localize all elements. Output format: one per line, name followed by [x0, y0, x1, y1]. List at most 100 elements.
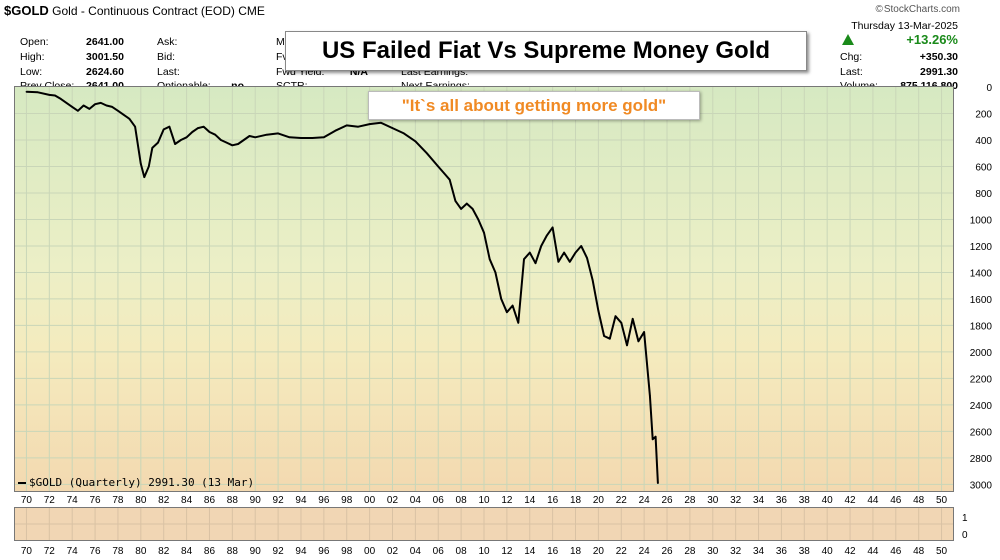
- price-data-point: [277, 132, 279, 135]
- sub-x-tick-label: 92: [273, 546, 285, 557]
- x-tick-label: 98: [341, 495, 353, 506]
- price-data-point: [551, 226, 554, 229]
- price-data-point: [448, 178, 451, 181]
- price-data-point: [37, 91, 39, 94]
- y-tick-label: 0: [986, 83, 992, 94]
- price-data-point: [529, 251, 531, 254]
- sub-x-tick-label: 98: [341, 546, 353, 557]
- price-data-point: [88, 108, 91, 110]
- x-tick-label: 70: [21, 495, 33, 506]
- x-tick-label: 00: [364, 495, 376, 506]
- x-tick-label: 94: [295, 495, 307, 506]
- price-data-point: [185, 136, 188, 139]
- quote-label: Last:: [840, 66, 863, 78]
- price-data-point: [654, 435, 657, 438]
- x-tick-label: 12: [501, 495, 513, 506]
- x-tick-label: 22: [616, 495, 628, 506]
- quote-label: Low:: [20, 66, 43, 78]
- chart-quote-annotation[interactable]: "It`s all about getting more gold": [368, 91, 700, 120]
- y-tick-label: 200: [975, 109, 992, 120]
- sub-x-tick-label: 34: [753, 546, 765, 557]
- x-tick-label: 04: [410, 495, 422, 506]
- price-data-point: [426, 152, 428, 154]
- symbol: $GOLD: [4, 3, 49, 18]
- sub-x-tick-label: 74: [67, 546, 79, 557]
- price-data-point: [148, 165, 150, 168]
- price-data-point: [71, 106, 73, 108]
- price-data-point: [117, 110, 119, 112]
- sub-x-tick-label: 78: [112, 546, 124, 557]
- price-data-point: [466, 202, 468, 205]
- x-tick-label: 46: [890, 495, 902, 506]
- price-data-point: [208, 131, 211, 133]
- price-data-point: [414, 140, 417, 143]
- x-tick-label: 48: [913, 495, 925, 506]
- quote-value: +350.30: [919, 51, 958, 63]
- price-data-point: [403, 132, 405, 135]
- quote-date: Thursday 13-Mar-2025: [851, 20, 958, 32]
- sub-x-tick-label: 02: [387, 546, 399, 557]
- price-data-point: [334, 129, 337, 132]
- price-data-point: [557, 261, 560, 263]
- chart-header: $GOLD Gold - Continuous Contract (EOD) C…: [0, 0, 1000, 95]
- sub-x-tick-label: 94: [295, 546, 307, 557]
- x-tick-label: 38: [799, 495, 811, 506]
- price-data-point: [162, 128, 165, 131]
- price-data-point: [25, 91, 28, 93]
- price-data-point: [202, 125, 205, 128]
- x-tick-label: 08: [456, 495, 468, 506]
- price-data-point: [323, 136, 325, 139]
- sub-x-tick-label: 26: [661, 546, 673, 557]
- price-data-point: [651, 438, 654, 441]
- sub-x-tick-label: 84: [181, 546, 193, 557]
- sub-x-tick-label: 40: [822, 546, 834, 557]
- y-tick-label: 1200: [970, 242, 993, 253]
- x-tick-label: 28: [684, 495, 696, 506]
- price-data-point: [180, 139, 182, 141]
- sub-x-tick-label: 04: [410, 546, 422, 557]
- price-data-point: [214, 133, 216, 136]
- quote-label: Open:: [20, 36, 49, 48]
- price-data-point: [77, 110, 79, 112]
- quote-label: Chg:: [840, 51, 863, 63]
- price-data-point: [620, 322, 623, 324]
- brand-logo[interactable]: ©StockCharts.com: [875, 4, 960, 15]
- x-tick-label: 72: [44, 495, 56, 506]
- price-data-point: [631, 318, 634, 320]
- price-data-point: [591, 279, 594, 282]
- quote-value: 2991.30: [920, 66, 958, 78]
- price-data-point: [597, 310, 600, 312]
- y-tick-label: 3000: [970, 480, 993, 491]
- price-data-point: [100, 102, 102, 104]
- x-tick-label: 14: [524, 495, 536, 506]
- price-data-point: [122, 114, 125, 116]
- sub-x-tick-label: 86: [204, 546, 216, 557]
- price-data-point: [477, 218, 480, 221]
- sub-y-tick-label: 1: [962, 513, 968, 524]
- copyright-icon: ©: [875, 4, 883, 15]
- price-data-point: [140, 163, 142, 165]
- quote-value: 3001.50: [86, 51, 124, 63]
- price-data-point: [105, 104, 108, 107]
- y-tick-label: 2200: [970, 374, 993, 385]
- price-data-point: [517, 322, 520, 324]
- chart-title[interactable]: US Failed Fiat Vs Supreme Money Gold: [285, 31, 807, 71]
- exchange: CME: [238, 4, 265, 18]
- sub-x-tick-label: 22: [616, 546, 628, 557]
- price-data-point: [248, 135, 251, 137]
- x-tick-label: 44: [867, 495, 879, 506]
- x-tick-label: 86: [204, 495, 216, 506]
- x-tick-label: 20: [593, 495, 605, 506]
- y-tick-label: 1800: [970, 321, 993, 332]
- sub-x-tick-label: 46: [890, 546, 902, 557]
- price-data-point: [546, 234, 548, 237]
- series-legend: $GOLD (Quarterly) 2991.30 (13 Mar): [18, 476, 254, 489]
- price-data-point: [500, 298, 503, 300]
- price-data-point: [643, 331, 645, 333]
- price-data-point: [54, 94, 56, 97]
- quote-label: Last:: [157, 66, 180, 78]
- x-tick-label: 26: [661, 495, 673, 506]
- sub-y-tick-label: 0: [962, 530, 968, 541]
- symbol-description: Gold - Continuous Contract (EOD): [52, 4, 235, 18]
- sub-x-tick-label: 72: [44, 546, 56, 557]
